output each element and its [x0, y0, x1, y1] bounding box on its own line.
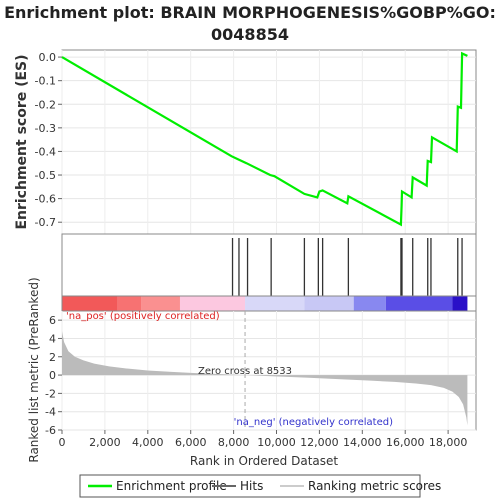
zero-cross-label: Zero cross at 8533 — [198, 366, 292, 377]
es-panel: 0.0 -0.1 -0.2 -0.3 -0.4 -0.5 -0.6 -0.7 Enrichme… — [14, 50, 476, 234]
es-y-tick-label: -0.1 — [35, 75, 56, 88]
es-y-axis-title: Enrichment score (ES) — [14, 54, 30, 229]
x-tick-label: 18,000 — [429, 436, 468, 449]
legend: Enrichment profile Hits Ranking metric sco… — [80, 475, 441, 497]
rank-bar-segments — [62, 296, 467, 311]
rank-bar-segment — [180, 296, 245, 311]
metric-y-tick-label: -6 — [45, 424, 56, 437]
metric-y-tick-label: -2 — [45, 387, 56, 400]
es-y-tick-label: -0.6 — [35, 193, 56, 206]
legend-label: Enrichment profile — [116, 479, 227, 493]
neg-correlated-label: 'na_neg' (negatively correlated) — [234, 417, 393, 428]
rank-bar-segment — [118, 296, 142, 311]
metric-y-tick-label: -4 — [45, 406, 56, 419]
x-tick-label: 6,000 — [175, 436, 207, 449]
metric-y-tick-label: 0 — [49, 369, 56, 382]
es-y-ticks: 0.0 -0.1 -0.2 -0.3 -0.4 -0.5 -0.6 -0.7 — [35, 51, 62, 229]
legend-label: Ranking metric scores — [308, 479, 441, 493]
x-tick-label: 2,000 — [89, 436, 121, 449]
rank-bar-segment — [304, 296, 353, 311]
es-panel-frame — [62, 50, 476, 234]
metric-y-tick-label: 4 — [49, 332, 56, 345]
metric-y-ticks: 6 4 2 0 -2 -4 -6 — [45, 314, 62, 437]
x-tick-label: 8,000 — [218, 436, 250, 449]
es-y-tick-label: -0.4 — [35, 145, 56, 158]
metric-y-tick-label: 6 — [49, 314, 56, 327]
hits-panel-frame — [62, 234, 476, 296]
x-tick-label: 4,000 — [132, 436, 164, 449]
x-tick-label: 14,000 — [343, 436, 382, 449]
rank-color-bar — [62, 296, 476, 311]
metric-y-tick-label: 2 — [49, 351, 56, 364]
rank-bar-segment — [245, 296, 304, 311]
metric-x-ticks: 0 2,000 4,000 6,000 8,000 10,000 12,000 14,000 1… — [59, 430, 468, 449]
rank-bar-segment — [386, 296, 452, 311]
legend-label: Hits — [240, 479, 263, 493]
x-tick-label: 0 — [59, 436, 66, 449]
metric-y-axis-title: Ranked list metric (PreRanked) — [27, 277, 41, 462]
hits-panel — [62, 234, 476, 296]
es-y-tick-label: -0.2 — [35, 98, 56, 111]
x-tick-label: 10,000 — [257, 436, 296, 449]
rank-bar-segment — [141, 296, 180, 311]
x-tick-label: 12,000 — [300, 436, 339, 449]
rank-bar-segment — [62, 296, 118, 311]
es-y-tick-label: -0.5 — [35, 169, 56, 182]
es-y-tick-label: -0.3 — [35, 122, 56, 135]
rank-bar-segment — [354, 296, 386, 311]
es-y-tick-label: 0.0 — [39, 51, 57, 64]
pos-correlated-label: 'na_pos' (positively correlated) — [66, 311, 220, 322]
es-y-tick-label: -0.7 — [35, 216, 56, 229]
rank-bar-segment — [452, 296, 467, 311]
x-tick-label: 16,000 — [386, 436, 425, 449]
metric-x-axis-title: Rank in Ordered Dataset — [190, 454, 338, 468]
